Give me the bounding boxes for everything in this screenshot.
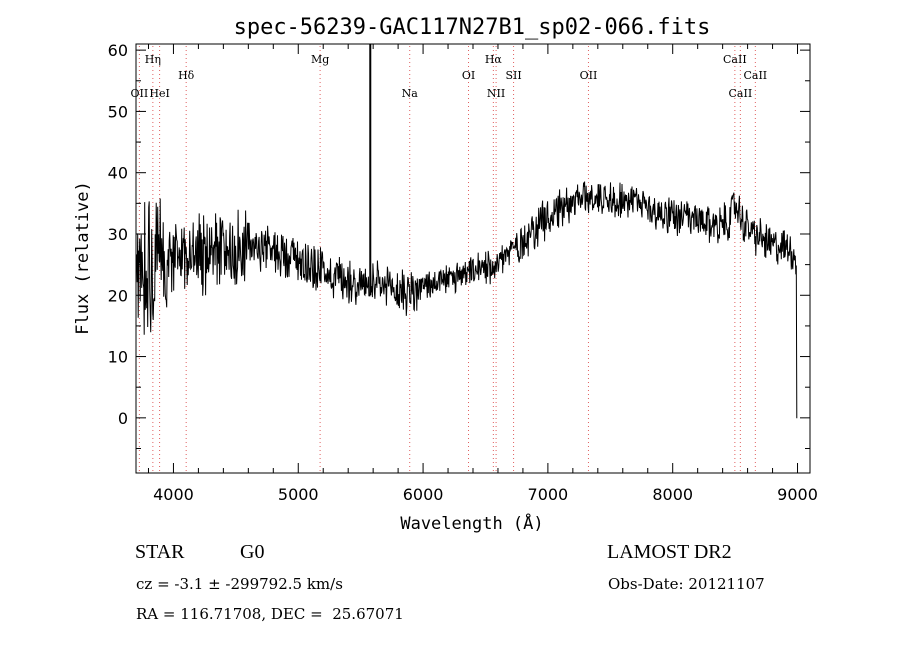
- chart-title: spec-56239-GAC117N27B1_sp02-066.fits: [234, 15, 711, 40]
- spectral-line-label: SII: [505, 69, 521, 82]
- redshift-text: cz = -3.1 ± -299792.5 km/s: [136, 575, 343, 593]
- spectral-line-label: Hα: [485, 53, 503, 66]
- x-tick-label: 8000: [652, 485, 693, 504]
- spectral-line-label: CaII: [743, 69, 767, 82]
- y-tick-label: 40: [108, 164, 128, 183]
- x-axis-label: Wavelength (Å): [400, 512, 543, 534]
- spectral-line-label: NII: [487, 87, 505, 100]
- x-tick-label: 6000: [403, 485, 444, 504]
- spectral-line-label: OII: [580, 69, 598, 82]
- obs-date: Obs-Date: 20121107: [608, 575, 765, 593]
- y-axis-label: Flux (relative): [73, 181, 93, 335]
- x-tick-label: 9000: [777, 485, 818, 504]
- y-tick-label: 30: [108, 225, 128, 244]
- spectrum-line: [135, 181, 798, 419]
- plot-frame: [135, 43, 811, 474]
- y-tick-label: 10: [108, 348, 128, 367]
- spectral-line-label: OI: [462, 69, 475, 82]
- spectral-line-label: Mg: [311, 53, 329, 66]
- spectral-line-label: Hη: [145, 53, 161, 66]
- spectral-line-label: CaII: [729, 87, 753, 100]
- x-tick-label: 5000: [278, 485, 319, 504]
- spectral-line-label: HeI: [149, 87, 169, 100]
- y-axis: 0 10 20 30 40 50 60: [108, 41, 810, 449]
- x-tick-label: 4000: [153, 485, 194, 504]
- x-tick-label: 7000: [528, 485, 569, 504]
- spectral-line-label: Na: [402, 87, 419, 100]
- y-tick-label: 60: [108, 41, 128, 60]
- x-axis: 4000 5000 6000 7000 8000 9000: [147, 44, 818, 504]
- spectral-line-label: Hδ: [178, 69, 195, 82]
- ra-dec: RA = 116.71708, DEC = 25.67071: [136, 605, 404, 623]
- y-tick-label: 50: [108, 102, 128, 121]
- spectral-line-label: OII: [131, 87, 149, 100]
- object-type: STAR: [135, 541, 185, 563]
- survey-name: LAMOST DR2: [607, 541, 732, 563]
- y-tick-label: 0: [118, 409, 128, 428]
- object-class: G0: [240, 541, 265, 563]
- y-tick-label: 20: [108, 286, 128, 305]
- spectral-line-label: CaII: [723, 53, 747, 66]
